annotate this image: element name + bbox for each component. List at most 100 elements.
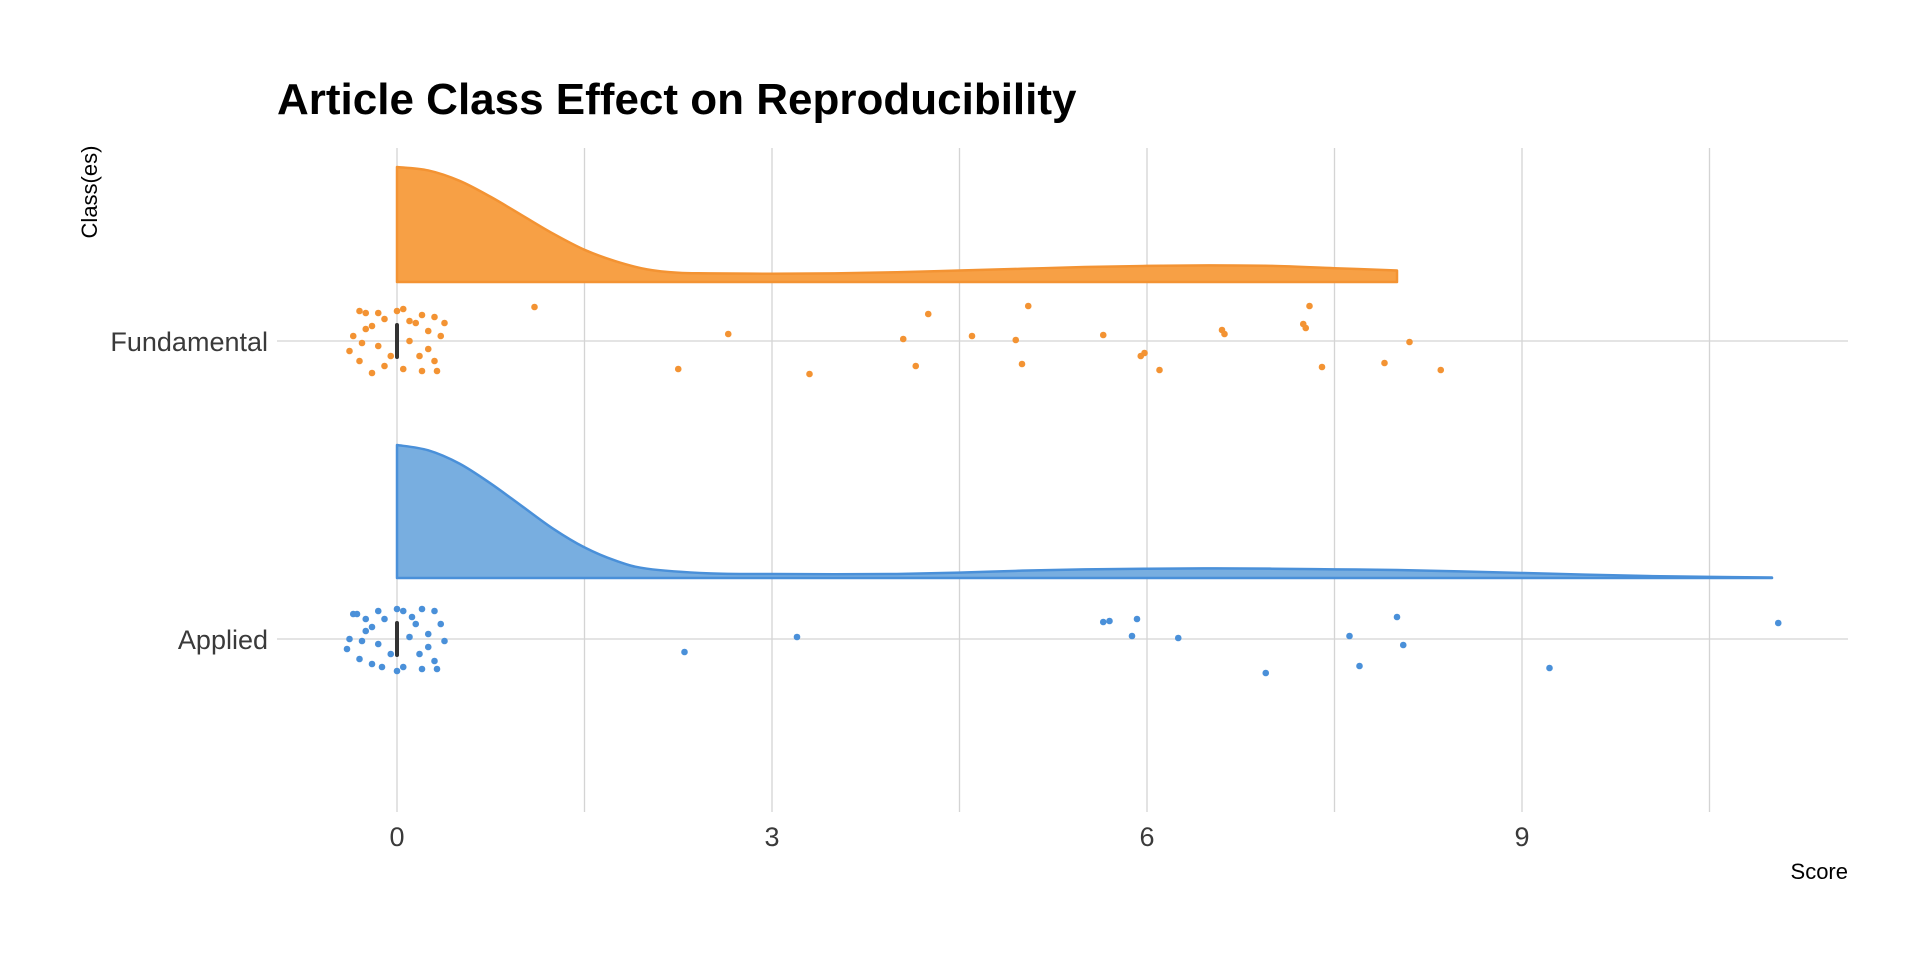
category-labels: Fundamental Applied bbox=[110, 327, 268, 655]
data-point-applied bbox=[433, 665, 441, 673]
data-point-fundamental bbox=[381, 315, 388, 323]
data-point-applied bbox=[368, 660, 376, 668]
data-point-applied bbox=[393, 605, 401, 613]
data-point-fundamental bbox=[374, 342, 382, 350]
data-point-applied bbox=[681, 648, 688, 656]
data-point-applied bbox=[368, 623, 376, 631]
data-point-applied bbox=[374, 607, 382, 615]
x-tick-label: 9 bbox=[1514, 822, 1529, 852]
data-point-fundamental bbox=[431, 313, 438, 321]
data-point-fundamental bbox=[358, 339, 366, 347]
data-point-applied bbox=[441, 637, 448, 645]
data-point-applied bbox=[408, 613, 416, 621]
data-point-fundamental bbox=[441, 319, 448, 327]
data-point-fundamental bbox=[362, 325, 370, 333]
data-point-applied bbox=[1346, 632, 1353, 640]
data-point-applied bbox=[1393, 613, 1401, 621]
data-point-fundamental bbox=[393, 307, 401, 315]
x-tick-label: 0 bbox=[389, 822, 404, 852]
data-point-applied bbox=[431, 607, 438, 615]
data-point-applied bbox=[416, 650, 423, 658]
data-point-fundamental bbox=[368, 322, 376, 330]
y-axis-title: Class(es) bbox=[77, 146, 102, 239]
data-point-fundamental bbox=[362, 309, 370, 317]
data-point-applied bbox=[437, 620, 445, 628]
data-point-fundamental bbox=[1099, 331, 1107, 339]
data-point-applied bbox=[346, 635, 353, 643]
data-point-fundamental bbox=[1018, 360, 1026, 368]
data-point-fundamental bbox=[374, 309, 382, 317]
x-tick-labels: 0 3 6 9 bbox=[389, 822, 1529, 852]
data-point-fundamental bbox=[424, 327, 432, 335]
data-point-fundamental bbox=[399, 365, 407, 373]
category-label-fundamental: Fundamental bbox=[110, 327, 268, 357]
data-point-fundamental bbox=[1012, 336, 1020, 344]
data-point-fundamental bbox=[899, 335, 907, 343]
density-applied bbox=[395, 443, 1774, 580]
data-point-fundamental bbox=[806, 370, 813, 378]
data-point-applied bbox=[793, 633, 801, 641]
points-layer bbox=[343, 302, 1782, 677]
data-point-fundamental bbox=[968, 332, 976, 340]
data-point-fundamental bbox=[412, 319, 420, 327]
data-point-applied bbox=[399, 607, 407, 615]
data-point-fundamental bbox=[399, 305, 407, 313]
data-point-applied bbox=[378, 663, 386, 671]
data-point-applied bbox=[362, 615, 370, 623]
density-fundamental bbox=[395, 165, 1399, 284]
data-point-fundamental bbox=[437, 332, 445, 340]
data-point-fundamental bbox=[346, 347, 353, 355]
x-tick-label: 6 bbox=[1139, 822, 1154, 852]
data-point-fundamental bbox=[1024, 302, 1032, 310]
data-point-fundamental bbox=[1381, 359, 1388, 367]
data-point-fundamental bbox=[418, 367, 426, 375]
data-point-fundamental bbox=[406, 317, 413, 325]
data-point-fundamental bbox=[424, 345, 432, 353]
category-label-applied: Applied bbox=[178, 625, 268, 655]
data-point-fundamental bbox=[724, 330, 732, 338]
density-layer bbox=[395, 165, 1774, 580]
data-point-applied bbox=[356, 655, 363, 663]
data-point-applied bbox=[374, 640, 382, 648]
data-point-fundamental bbox=[387, 352, 395, 360]
data-point-applied bbox=[381, 615, 388, 623]
data-point-fundamental bbox=[1141, 349, 1148, 357]
data-point-fundamental bbox=[1306, 302, 1313, 310]
data-point-fundamental bbox=[431, 357, 438, 365]
data-point-fundamental bbox=[1318, 363, 1326, 371]
data-point-fundamental bbox=[531, 303, 538, 311]
data-point-applied bbox=[1399, 641, 1407, 649]
data-point-applied bbox=[1133, 615, 1141, 623]
data-point-fundamental bbox=[381, 362, 388, 370]
data-point-applied bbox=[412, 620, 420, 628]
data-point-fundamental bbox=[356, 357, 363, 365]
data-point-applied bbox=[1106, 617, 1113, 625]
data-point-fundamental bbox=[1156, 366, 1163, 374]
data-point-applied bbox=[1128, 632, 1136, 640]
data-point-fundamental bbox=[924, 310, 932, 318]
grid-layer bbox=[277, 148, 1848, 812]
data-point-fundamental bbox=[416, 352, 423, 360]
data-point-applied bbox=[1774, 619, 1782, 627]
data-point-fundamental bbox=[406, 337, 413, 345]
x-axis-title: Score bbox=[1791, 859, 1848, 884]
data-point-fundamental bbox=[418, 311, 426, 319]
data-point-applied bbox=[399, 663, 407, 671]
data-point-applied bbox=[418, 605, 426, 613]
data-point-fundamental bbox=[1221, 330, 1228, 338]
data-point-fundamental bbox=[1406, 338, 1413, 346]
x-tick-label: 3 bbox=[764, 822, 779, 852]
data-point-applied bbox=[353, 610, 361, 618]
data-point-applied bbox=[1174, 634, 1182, 642]
data-point-applied bbox=[358, 637, 366, 645]
data-point-applied bbox=[1099, 618, 1107, 626]
data-point-fundamental bbox=[433, 367, 441, 375]
data-point-fundamental bbox=[674, 365, 682, 373]
data-point-applied bbox=[406, 633, 413, 641]
data-point-applied bbox=[1546, 664, 1553, 672]
chart-title: Article Class Effect on Reproducibility bbox=[277, 75, 1077, 124]
data-point-fundamental bbox=[368, 369, 376, 377]
data-point-fundamental bbox=[912, 362, 920, 370]
